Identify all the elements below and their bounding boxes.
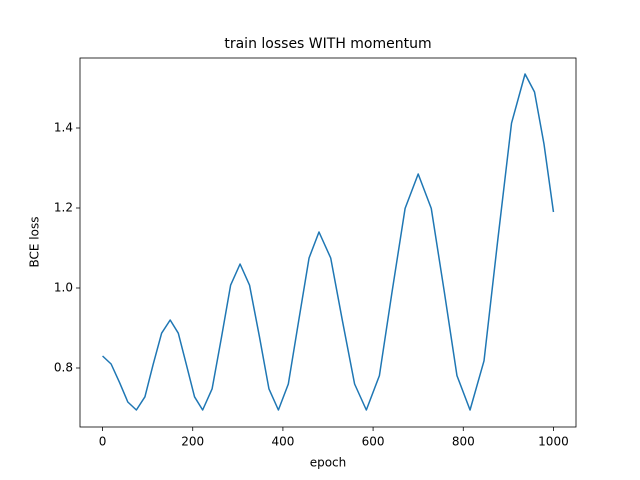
x-tick-label: 400 (271, 435, 294, 449)
x-tick-label: 1000 (538, 435, 569, 449)
chart-title: train losses WITH momentum (224, 36, 431, 52)
line-series (102, 73, 555, 411)
x-tick-label: 200 (181, 435, 204, 449)
y-tick-label: 1.2 (54, 201, 73, 215)
y-tick-label: 0.8 (54, 361, 73, 375)
y-tick-label: 1.0 (54, 281, 73, 295)
x-tick-label: 0 (99, 435, 107, 449)
y-tick-label: 1.4 (54, 121, 73, 135)
x-tick-label: 800 (452, 435, 475, 449)
y-axis-label: BCE loss (28, 217, 42, 268)
axes-frame (79, 57, 577, 428)
x-tick-label: 600 (362, 435, 385, 449)
x-axis-label: epoch (310, 456, 347, 470)
